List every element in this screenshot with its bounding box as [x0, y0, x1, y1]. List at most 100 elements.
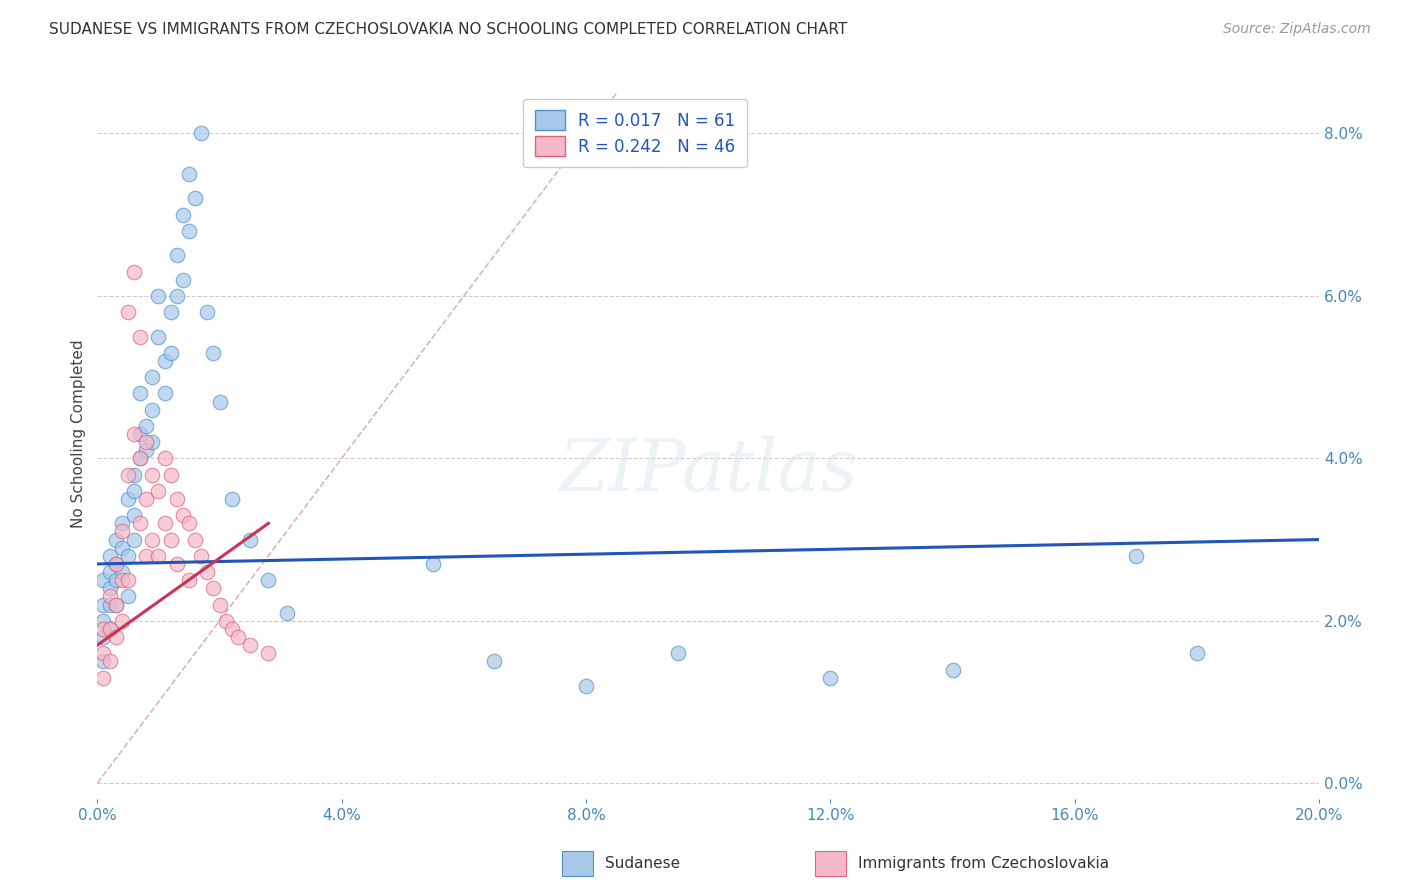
Point: [153, 386, 176, 401]
Point: [184, 533, 207, 547]
Y-axis label: No Schooling Completed: No Schooling Completed: [72, 340, 86, 528]
Point: [104, 598, 127, 612]
Point: [129, 329, 152, 343]
Point: [172, 273, 194, 287]
Point: [98, 590, 121, 604]
Point: [153, 451, 176, 466]
Point: [122, 467, 145, 482]
Point: [135, 435, 157, 450]
Point: [172, 508, 194, 523]
Text: Immigrants from Czechoslovakia: Immigrants from Czechoslovakia: [858, 856, 1109, 871]
Point: [135, 418, 157, 433]
Point: [159, 533, 181, 547]
Point: [117, 491, 139, 506]
Point: [141, 467, 163, 482]
Point: [104, 557, 127, 571]
Point: [93, 646, 115, 660]
Point: [214, 614, 236, 628]
Point: [104, 533, 127, 547]
Point: [177, 573, 200, 587]
Text: ZIPatlas: ZIPatlas: [558, 435, 858, 506]
Point: [122, 427, 145, 442]
Point: [276, 606, 298, 620]
Point: [257, 646, 280, 660]
Point: [422, 557, 444, 571]
Point: [221, 622, 243, 636]
Point: [117, 590, 139, 604]
Point: [104, 598, 127, 612]
Point: [942, 663, 965, 677]
Point: [153, 516, 176, 531]
Point: [98, 582, 121, 596]
Point: [98, 622, 121, 636]
Point: [148, 549, 170, 563]
Point: [122, 483, 145, 498]
Point: [104, 557, 127, 571]
Point: [184, 191, 207, 205]
Point: [117, 305, 139, 319]
Point: [122, 508, 145, 523]
Point: [93, 671, 115, 685]
Point: [159, 467, 181, 482]
Point: [111, 524, 134, 539]
Point: [166, 491, 188, 506]
Point: [190, 127, 212, 141]
Point: [129, 516, 152, 531]
Point: [111, 565, 134, 579]
Point: [117, 467, 139, 482]
Point: [226, 630, 249, 644]
Point: [93, 622, 115, 636]
Point: [148, 483, 170, 498]
Point: [141, 533, 163, 547]
Point: [221, 491, 243, 506]
Point: [129, 386, 152, 401]
Point: [208, 394, 231, 409]
Point: [202, 582, 225, 596]
Point: [153, 354, 176, 368]
Point: [195, 305, 218, 319]
Point: [257, 573, 280, 587]
Point: [166, 557, 188, 571]
Point: [177, 516, 200, 531]
Point: [117, 573, 139, 587]
Text: Sudanese: Sudanese: [605, 856, 679, 871]
Point: [98, 549, 121, 563]
Point: [141, 402, 163, 417]
Text: Source: ZipAtlas.com: Source: ZipAtlas.com: [1223, 22, 1371, 37]
Point: [159, 305, 181, 319]
Point: [129, 451, 152, 466]
Point: [190, 549, 212, 563]
Point: [98, 598, 121, 612]
Point: [166, 248, 188, 262]
Point: [575, 679, 598, 693]
Point: [141, 370, 163, 384]
Point: [135, 549, 157, 563]
Point: [239, 533, 262, 547]
Point: [166, 289, 188, 303]
Point: [129, 427, 152, 442]
Point: [1185, 646, 1208, 660]
Point: [177, 224, 200, 238]
Point: [172, 208, 194, 222]
Point: [93, 573, 115, 587]
Point: [111, 541, 134, 555]
Point: [148, 289, 170, 303]
Point: [111, 614, 134, 628]
Legend: R = 0.017   N = 61, R = 0.242   N = 46: R = 0.017 N = 61, R = 0.242 N = 46: [523, 99, 747, 168]
Point: [195, 565, 218, 579]
Point: [239, 638, 262, 652]
Point: [135, 443, 157, 458]
Point: [141, 435, 163, 450]
Point: [98, 654, 121, 668]
Point: [148, 329, 170, 343]
Point: [98, 565, 121, 579]
Point: [93, 654, 115, 668]
Point: [484, 654, 506, 668]
Point: [159, 345, 181, 359]
Point: [93, 614, 115, 628]
Point: [111, 516, 134, 531]
Point: [820, 671, 842, 685]
Point: [122, 533, 145, 547]
Point: [135, 491, 157, 506]
Point: [122, 264, 145, 278]
